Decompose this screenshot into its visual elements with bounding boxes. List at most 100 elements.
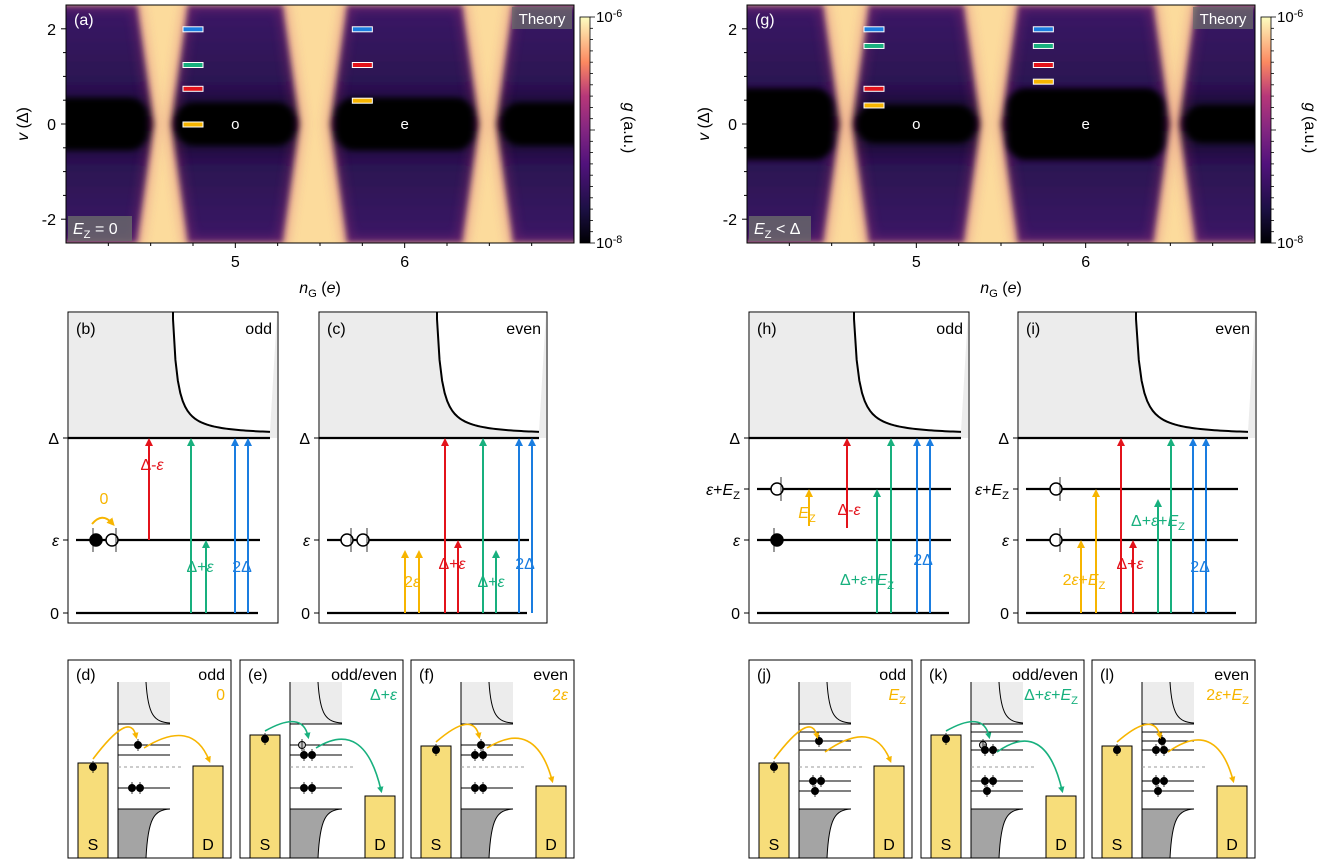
text-span: -8 xyxy=(1294,234,1304,246)
panel-frame xyxy=(318,311,548,624)
empty-state xyxy=(340,533,354,547)
theory-badge xyxy=(1193,7,1253,29)
marker-odd xyxy=(182,26,204,33)
panel-label: (c) xyxy=(327,321,346,338)
text-span: e xyxy=(1008,280,1017,297)
drain-lead xyxy=(192,765,224,859)
gap-core xyxy=(66,97,148,151)
text-span: = 0 xyxy=(91,221,118,238)
drain-label: D xyxy=(545,837,557,854)
upper-continuum xyxy=(1142,682,1194,724)
upper-dos xyxy=(488,681,514,724)
drain-label: D xyxy=(883,837,895,854)
continuum xyxy=(69,312,277,438)
even-region-label: e xyxy=(1081,116,1089,133)
text-span: 0 xyxy=(216,687,225,704)
text-span: 2 xyxy=(404,574,413,591)
panel-label: (j) xyxy=(757,667,771,684)
marker-even xyxy=(1032,42,1054,49)
text-span: Δ xyxy=(140,457,151,474)
text-span: G xyxy=(989,288,998,300)
arrow-label: Δ+ε xyxy=(186,559,214,576)
text-span: E xyxy=(991,482,1002,499)
text-span: n xyxy=(980,280,989,297)
panel-label: (a) xyxy=(74,12,94,29)
text-span: ε xyxy=(860,572,868,589)
process-diagram-f: S D (f) even 2ε xyxy=(410,659,575,859)
drain-label: D xyxy=(202,837,214,854)
text-span: + xyxy=(1051,687,1060,704)
text-span: 2 xyxy=(515,556,524,573)
text-span: -8 xyxy=(613,234,623,246)
text-span: < Δ xyxy=(772,221,801,238)
process-diagram-e: S D (e) odd/even Δ+ε xyxy=(239,659,404,859)
text-span: Δ xyxy=(998,431,1009,448)
marker-even xyxy=(1032,78,1054,85)
odd-region-label: o xyxy=(231,116,239,133)
y-tick-label: 0 xyxy=(50,606,59,623)
source-label: S xyxy=(941,837,952,854)
lower-continuum xyxy=(289,808,343,859)
text-span: E xyxy=(722,482,733,499)
dos-white xyxy=(437,312,546,432)
continuum xyxy=(1019,312,1255,438)
process-arrow-out xyxy=(824,736,892,763)
text-span: 2 xyxy=(913,552,922,569)
y-tick-label: ε xyxy=(52,533,60,550)
map-image xyxy=(66,5,574,243)
text-span: Z xyxy=(887,580,894,592)
text-span: - xyxy=(151,457,156,474)
arrow-label: 2ε+EZ xyxy=(1063,572,1106,592)
process-arrow-out xyxy=(486,737,555,784)
text-span: 2 xyxy=(1190,559,1199,576)
text-span: (a.u.) xyxy=(1301,112,1318,154)
text-span: Z xyxy=(1002,490,1009,502)
gap-core xyxy=(176,102,295,146)
text-span: - xyxy=(848,502,853,519)
drain-label: D xyxy=(1226,837,1238,854)
text-span: Δ xyxy=(48,431,59,448)
text-span: Δ xyxy=(729,431,740,448)
region-edge xyxy=(1175,5,1255,243)
panel-label: (e) xyxy=(248,667,268,684)
drain-label: D xyxy=(374,837,386,854)
colorbar: 10-610-8g (a.u.) xyxy=(1260,8,1318,252)
text-span: Δ xyxy=(1131,513,1142,530)
process-arrow-out xyxy=(143,734,211,763)
text-span: E xyxy=(1060,687,1071,704)
text-span: -6 xyxy=(613,8,623,20)
parity-label: odd xyxy=(936,321,963,338)
ez-badge xyxy=(749,216,811,241)
colorbar: 10-610-8g (a.u.) xyxy=(579,8,637,252)
arrow-label: Δ+ε xyxy=(1116,556,1144,573)
parity-label: even xyxy=(506,321,541,338)
text-span: + xyxy=(381,687,390,704)
process-arrow-out xyxy=(1167,739,1236,784)
process-label: 0 xyxy=(216,687,225,704)
process-label: Δ+ε+EZ xyxy=(1024,687,1078,707)
text-span: + xyxy=(982,482,991,499)
x-tick-label: 5 xyxy=(231,254,240,271)
text-span: Z xyxy=(1071,695,1078,707)
text-span: E xyxy=(1167,513,1178,530)
arrow-label: Δ+ε+EZ xyxy=(840,572,894,592)
text-span: Z xyxy=(1242,695,1249,707)
text-span: ε xyxy=(303,533,311,550)
continuum xyxy=(320,312,546,438)
lower-continuum xyxy=(117,808,171,859)
ez-label: EZ = 0 xyxy=(73,221,118,241)
text-span: Z xyxy=(899,695,906,707)
parity-label: odd/even xyxy=(1012,667,1078,684)
process-diagram-d: S D (d) odd 0 xyxy=(67,659,232,859)
text-span: ε xyxy=(733,533,741,550)
upper-continuum xyxy=(799,682,851,724)
marker-even xyxy=(1032,26,1054,33)
process-label: 2ε+EZ xyxy=(1206,687,1249,707)
text-span: 2 xyxy=(232,559,241,576)
text-span: Δ xyxy=(438,556,449,573)
colorbar-label: g (a.u.) xyxy=(620,103,637,154)
process-arrow-out xyxy=(996,740,1065,794)
dos-white xyxy=(173,312,277,432)
theory-label: Theory xyxy=(1200,11,1247,28)
y-tick-label: Δ xyxy=(299,431,310,448)
